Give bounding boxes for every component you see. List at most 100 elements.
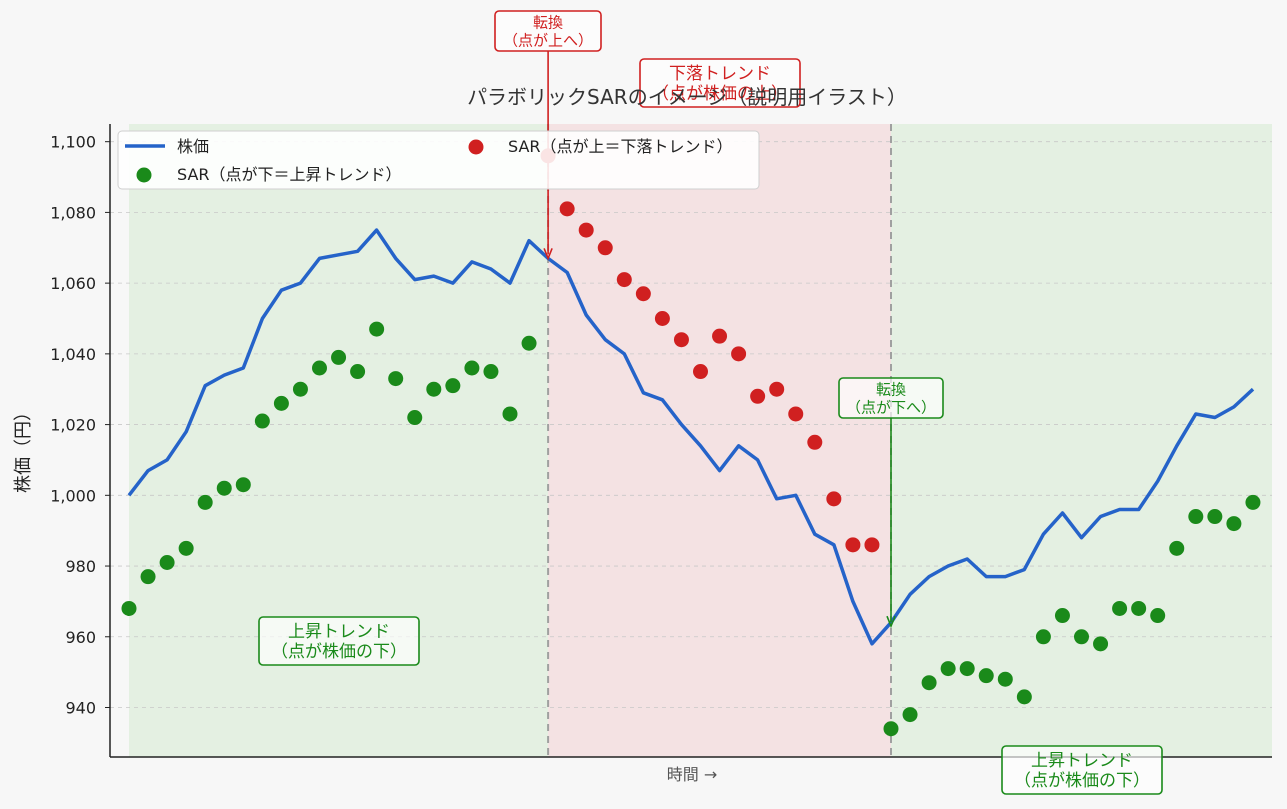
- sar-point-up: [159, 555, 175, 571]
- sar-point-down: [654, 310, 670, 326]
- annotation-text: （点が株価の上）: [652, 84, 788, 104]
- annotation-text: （点が株価の下）: [1014, 771, 1150, 791]
- sar-point-up: [483, 364, 499, 380]
- legend-item: 株価: [125, 137, 209, 156]
- sar-point-up: [1169, 540, 1185, 556]
- sar-point-down: [788, 406, 804, 422]
- sar-point-up: [521, 335, 537, 351]
- sar-point-up: [1054, 608, 1070, 624]
- sar-point-down: [712, 328, 728, 344]
- y-tick-label: 1,100: [50, 133, 96, 152]
- sar-point-up: [369, 321, 385, 337]
- legend-label: SAR（点が上＝下落トレンド）: [508, 137, 733, 156]
- sar-point-up: [273, 395, 289, 411]
- sar-point-up: [216, 480, 232, 496]
- sar-point-down: [864, 537, 880, 553]
- chart-title: パラボリックSARのイメージ（説明用イラスト）: [467, 85, 907, 109]
- sar-point-up: [940, 661, 956, 677]
- downtrend-region: [548, 124, 891, 757]
- y-tick-label: 980: [65, 557, 96, 576]
- sar-point-up: [407, 410, 423, 426]
- annotation-arrow-head: [543, 248, 553, 261]
- annotation-text: 転換: [876, 380, 906, 398]
- sar-point-down: [845, 537, 861, 553]
- legend-dot-marker: [136, 167, 152, 183]
- legend-box: [117, 130, 760, 190]
- legend-dot-marker: [468, 139, 484, 155]
- sar-point-up: [978, 668, 994, 684]
- sar-point-down: [635, 286, 651, 302]
- sar-point-up: [350, 364, 366, 380]
- sar-point-up: [292, 381, 308, 397]
- sar-point-up: [1035, 629, 1051, 645]
- y-tick-label: 940: [65, 698, 96, 717]
- y-tick-label: 1,060: [50, 274, 96, 293]
- legend-label: 株価: [177, 137, 209, 156]
- sar-point-up: [959, 661, 975, 677]
- sar-point-up: [1150, 608, 1166, 624]
- sar-point-down: [578, 222, 594, 238]
- annotation-box: [494, 10, 602, 52]
- legend-label: SAR（点が下＝上昇トレンド）: [177, 165, 402, 184]
- sar-point-up: [997, 671, 1013, 687]
- y-tick-label: 1,020: [50, 416, 96, 435]
- sar-point-up: [197, 494, 213, 510]
- sar-point-up: [1188, 509, 1204, 525]
- sar-point-up: [1245, 494, 1261, 510]
- sar-point-down: [826, 491, 842, 507]
- sar-point-down: [693, 364, 708, 380]
- sar-point-up: [464, 360, 480, 376]
- sar-point-up: [331, 349, 347, 365]
- uptrend-annotation-left: 上昇トレンド（点が株価の下）: [258, 616, 420, 666]
- sar-point-down: [769, 381, 785, 397]
- sar-point-up: [1131, 600, 1147, 616]
- sar-point-up: [502, 406, 518, 422]
- sar-point-down: [807, 434, 823, 450]
- y-tick-label: 1,040: [50, 345, 96, 364]
- sar-point-down: [673, 332, 689, 348]
- sar-point-up: [1093, 636, 1109, 652]
- reversal-up-annotation: 転換（点が下へ）: [838, 377, 944, 629]
- sar-point-up: [388, 371, 404, 387]
- sar-point-up: [178, 540, 194, 556]
- annotation-text: （点が株価の下）: [271, 642, 407, 662]
- annotation-box: [258, 616, 420, 666]
- annotation-box: [639, 58, 801, 108]
- sar-point-up: [1226, 516, 1242, 532]
- sar-point-up: [312, 360, 327, 376]
- uptrend-annotation-right: 上昇トレンド（点が株価の下）: [1001, 745, 1163, 795]
- legend-item: SAR（点が上＝下落トレンド）: [468, 137, 733, 156]
- x-axis-label: 時間 →: [667, 765, 718, 784]
- sar-point-up: [883, 721, 899, 737]
- y-tick-label: 960: [65, 628, 96, 647]
- price-line: [127, 228, 1255, 646]
- sar-point-up: [254, 413, 270, 429]
- reversal-down-annotation: 転換（点が上へ）: [494, 10, 602, 261]
- sar-point-down: [750, 388, 766, 404]
- sar-point-down: [731, 346, 747, 362]
- sar-point-up: [121, 600, 137, 616]
- sar-point-down: [597, 240, 613, 256]
- annotation-box: [838, 377, 944, 419]
- downtrend-annotation: 下落トレンド（点が株価の上）: [639, 58, 801, 108]
- annotation-text: （点が上へ）: [503, 31, 593, 49]
- sar-point-up: [1074, 629, 1089, 645]
- y-axis-label: 株価（円）: [13, 403, 34, 493]
- sar-point-up: [140, 569, 156, 585]
- annotation-text: （点が下へ）: [846, 398, 936, 416]
- annotation-arrow-head: [886, 615, 896, 629]
- uptrend-region: [891, 124, 1272, 757]
- annotation-box: [1001, 745, 1163, 795]
- y-tick-label: 1,000: [50, 486, 96, 505]
- sar-point-up: [426, 381, 442, 397]
- legend-item: SAR（点が下＝上昇トレンド）: [136, 165, 402, 184]
- sar-point-up: [921, 675, 937, 691]
- sar-point-down: [559, 201, 575, 217]
- sar-point-up: [235, 477, 251, 493]
- sar-point-down: [616, 272, 632, 288]
- sar-point-up: [1112, 600, 1128, 616]
- y-tick-label: 1,080: [50, 203, 96, 222]
- sar-point-up: [445, 378, 461, 394]
